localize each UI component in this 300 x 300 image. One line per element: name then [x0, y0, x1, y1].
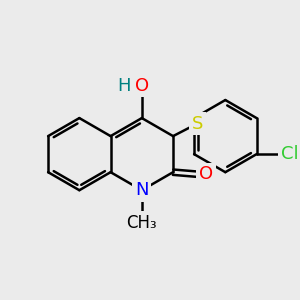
Text: H: H [117, 77, 130, 95]
Text: O: O [135, 77, 149, 95]
Text: S: S [191, 115, 203, 133]
Text: N: N [135, 181, 148, 199]
Text: CH₃: CH₃ [127, 214, 157, 232]
Text: Cl: Cl [280, 145, 298, 163]
Text: O: O [199, 165, 213, 183]
